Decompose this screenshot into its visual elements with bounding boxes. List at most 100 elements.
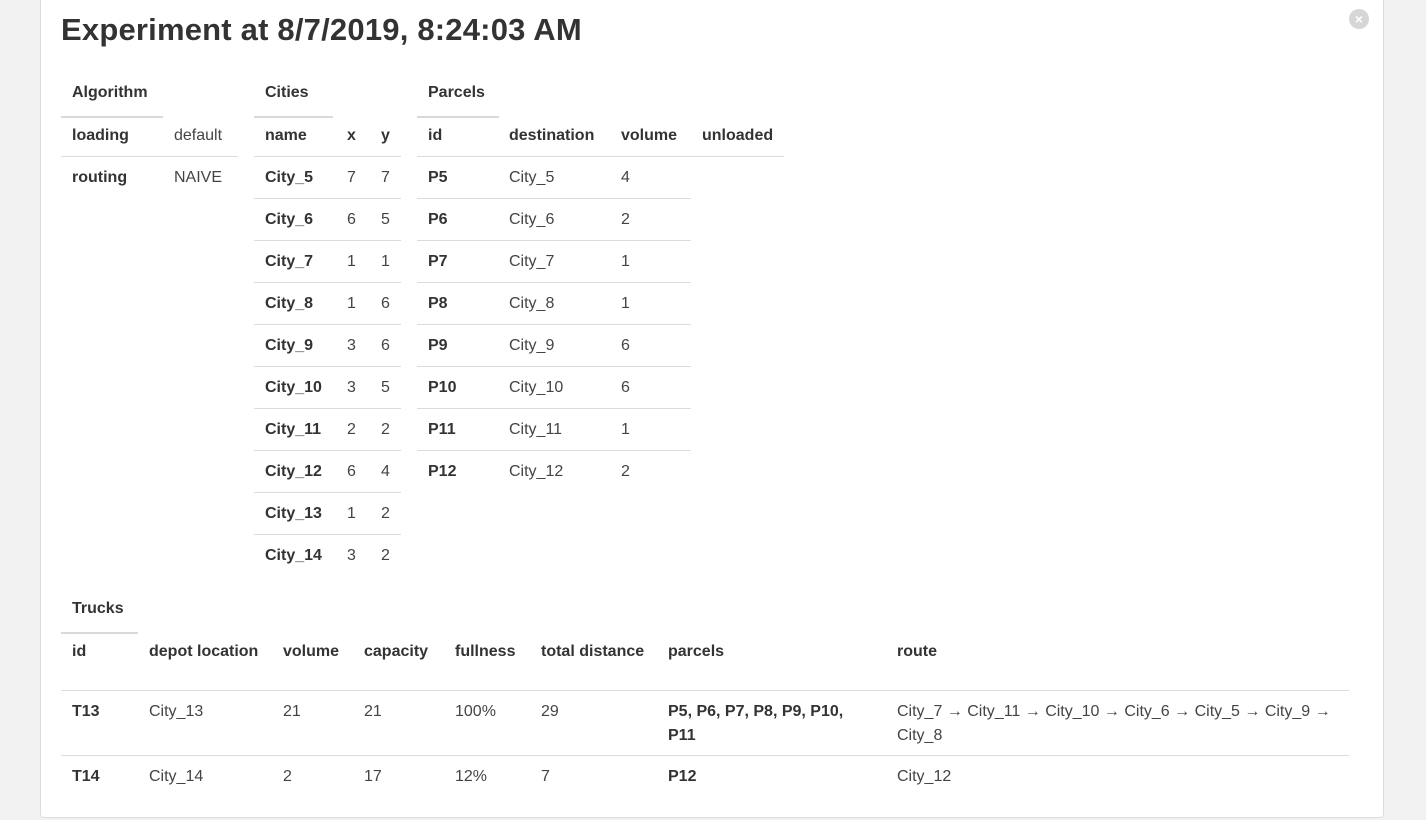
table-row: P5 City_5 4	[417, 156, 784, 199]
column-header: id	[428, 126, 443, 144]
table-cell: P10	[417, 366, 498, 409]
table-row: City_7 1 1	[254, 240, 401, 283]
table-cell: 3	[336, 534, 370, 576]
table-cell: City_10	[498, 366, 610, 409]
table-cell: City_7	[254, 240, 336, 283]
column-header: depot location	[149, 643, 259, 660]
table-cell: 1	[610, 408, 691, 451]
table-cell: City_12	[498, 450, 610, 492]
cities-table: name x y City_5 7 7 City_6 6 5 City_7 1 1 City_8 1…	[254, 115, 401, 576]
table-cell: 21	[272, 690, 353, 756]
table-cell: City_9	[498, 324, 610, 367]
table-cell: 5	[370, 198, 401, 241]
algorithm-value: default	[174, 126, 223, 144]
table-cell: City_13	[254, 492, 336, 535]
table-cell: P6	[417, 198, 498, 241]
algorithm-table: loading default routing NAIVE	[61, 115, 238, 198]
table-cell: 7	[530, 755, 657, 797]
table-header-row: name x y	[254, 115, 401, 157]
column-header: volume	[621, 126, 678, 144]
column-header: route	[897, 643, 937, 660]
table-cell: City_10	[254, 366, 336, 409]
table-row: P10 City_10 6	[417, 366, 784, 409]
column-header: capacity	[364, 643, 429, 660]
table-cell: 2	[336, 408, 370, 451]
table-row: P11 City_11 1	[417, 408, 784, 451]
parcels-section-label: Parcels	[417, 80, 499, 118]
table-cell: 5	[370, 366, 401, 409]
table-cell: 4	[610, 156, 691, 199]
table-row: City_10 3 5	[254, 366, 401, 409]
table-cell: 1	[370, 240, 401, 283]
table-cell: P8	[417, 282, 498, 325]
page-title: Experiment at 8/7/2019, 8:24:03 AM	[61, 12, 582, 47]
table-row: City_9 3 6	[254, 324, 401, 367]
table-cell: 7	[336, 156, 370, 199]
table-row: City_5 7 7	[254, 156, 401, 199]
table-cell: City_6	[498, 198, 610, 241]
column-header: y	[381, 126, 390, 144]
table-cell: 2	[370, 408, 401, 451]
column-header: volume	[283, 643, 340, 660]
table-row: P7 City_7 1	[417, 240, 784, 283]
table-cell: 1	[336, 240, 370, 283]
table-row: P8 City_8 1	[417, 282, 784, 325]
table-cell: 6	[370, 282, 401, 325]
table-row: City_11 2 2	[254, 408, 401, 451]
column-header: name	[265, 126, 307, 144]
table-cell: 1	[336, 282, 370, 325]
table-cell: City_8	[254, 282, 336, 325]
table-cell: City_8	[498, 282, 610, 325]
trucks-table: id depot location volume capacity fullne…	[61, 634, 1349, 797]
column-header: total distance	[541, 643, 645, 660]
table-cell: City_12	[254, 450, 336, 493]
column-header: unloaded	[702, 126, 774, 144]
column-header: x	[347, 126, 356, 144]
table-cell: T13	[61, 690, 138, 756]
table-cell: 2	[272, 755, 353, 797]
table-cell: 21	[353, 690, 444, 756]
table-cell: 7	[370, 156, 401, 199]
table-cell: P11	[417, 408, 498, 451]
table-cell: City_11	[254, 408, 336, 451]
column-header: fullness	[455, 643, 516, 660]
table-row: P9 City_9 6	[417, 324, 784, 367]
table-cell: 2	[370, 492, 401, 535]
table-row: T13 City_13 21 21 100% 29 P5, P6, P7, P8, P9, …	[61, 690, 1349, 756]
table-cell: 6	[610, 324, 691, 367]
table-cell: City_9	[254, 324, 336, 367]
column-header: parcels	[668, 643, 725, 660]
table-cell: 4	[370, 450, 401, 493]
table-cell: 6	[610, 366, 691, 409]
table-row: P12 City_12 2	[417, 450, 784, 492]
table-row: routing NAIVE	[61, 156, 238, 198]
table-cell: 6	[336, 450, 370, 493]
table-cell: City_5	[254, 156, 336, 199]
table-cell: City_14	[254, 534, 336, 576]
table-row: P6 City_6 2	[417, 198, 784, 241]
trucks-section-label: Trucks	[61, 596, 138, 634]
table-cell: City_14	[138, 755, 272, 797]
table-cell: 2	[370, 534, 401, 576]
table-cell: 6	[336, 198, 370, 241]
table-cell: City_13	[138, 690, 272, 756]
table-cell: 1	[610, 240, 691, 283]
table-header-row: id destination volume unloaded	[417, 115, 785, 157]
table-row: T14 City_14 2 17 12% 7 P12 City_12	[61, 755, 1349, 797]
algorithm-key: loading	[72, 126, 129, 144]
table-cell: 3	[336, 324, 370, 367]
table-cell: 17	[353, 755, 444, 797]
close-icon[interactable]: ×	[1349, 9, 1369, 29]
column-header: id	[72, 643, 87, 660]
table-cell: 2	[610, 450, 691, 492]
table-cell: P7	[417, 240, 498, 283]
cities-section-label: Cities	[254, 80, 333, 118]
table-cell: P5	[417, 156, 498, 199]
table-row: City_6 6 5	[254, 198, 401, 241]
table-row: City_12 6 4	[254, 450, 401, 493]
table-cell: P5, P6, P7, P8, P9, P10, P11	[657, 690, 886, 756]
table-cell: T14	[61, 755, 138, 797]
algorithm-section-label: Algorithm	[61, 80, 163, 118]
table-cell: City_12	[886, 755, 1349, 797]
column-header: destination	[509, 126, 595, 144]
